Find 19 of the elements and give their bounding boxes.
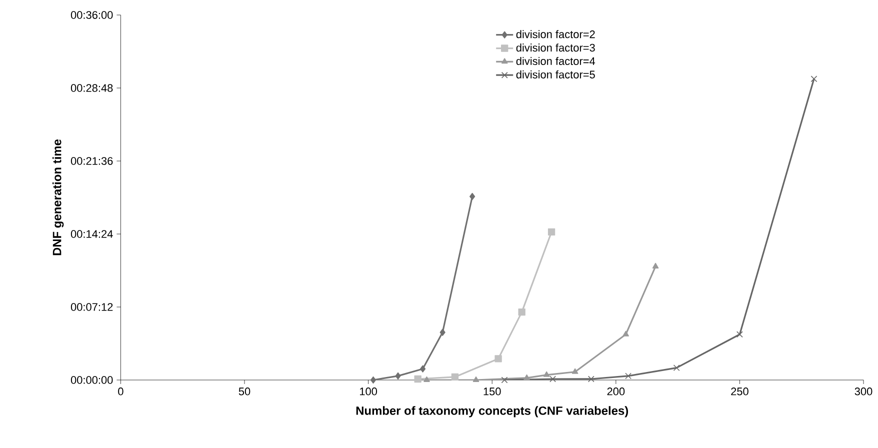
x-tick-label: 250 <box>731 388 748 396</box>
x-tick-label: 100 <box>360 388 378 396</box>
legend-label: division factor=3 <box>516 44 595 52</box>
x-tick-label: 300 <box>854 388 872 396</box>
x-tick-label: 150 <box>484 388 501 396</box>
y-tick-label: 00:00:00 <box>70 376 113 384</box>
legend-label: division factor=5 <box>516 70 595 78</box>
y-tick-label: 00:07:12 <box>70 303 113 311</box>
x-tick-label: 0 <box>118 388 124 396</box>
y-axis-title: DNF generation time <box>52 139 64 256</box>
legend-label: division factor=2 <box>516 30 595 38</box>
y-tick-label: 00:36:00 <box>70 11 113 19</box>
y-tick-label: 00:14:24 <box>70 230 113 238</box>
y-tick-label: 00:21:36 <box>70 157 113 165</box>
y-tick-label: 00:28:48 <box>70 84 113 92</box>
x-axis-title: Number of taxonomy concepts (CNF variabeles) <box>356 406 628 418</box>
legend-label: division factor=4 <box>516 56 596 66</box>
x-tick-label: 50 <box>238 388 250 396</box>
x-tick-label: 200 <box>607 388 625 396</box>
